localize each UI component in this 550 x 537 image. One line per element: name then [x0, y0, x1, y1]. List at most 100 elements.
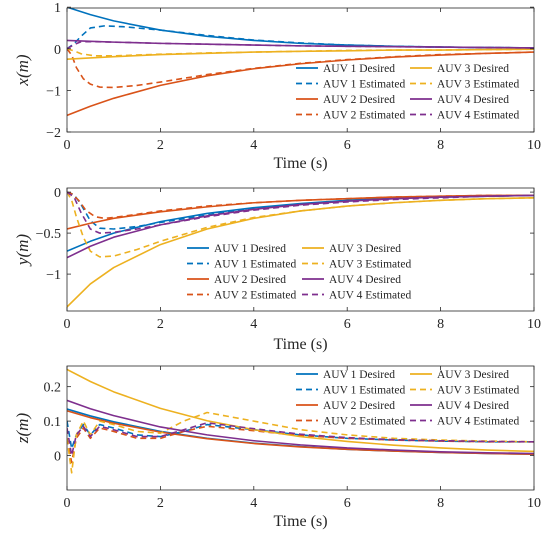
- legend-label: AUV 3 Estimated: [437, 385, 519, 397]
- x-tick-label: 2: [157, 317, 164, 332]
- x-tick-label: 4: [250, 138, 257, 153]
- legend-item-auv-1-desired: AUV 1 Desired: [187, 243, 286, 255]
- x-tick-label: 10: [527, 317, 541, 332]
- legend-label: AUV 3 Estimated: [329, 259, 411, 271]
- legend-item-auv-3-estimated: AUV 3 Estimated: [302, 259, 411, 271]
- legend-item-auv-3-estimated: AUV 3 Estimated: [410, 385, 519, 397]
- x-axis-label: Time (s): [273, 155, 327, 172]
- x-tick-label: 10: [527, 138, 541, 153]
- legend-item-auv-1-desired: AUV 1 Desired: [296, 63, 395, 75]
- legend-item-auv-2-desired: AUV 2 Desired: [296, 400, 395, 412]
- legend-item-auv-4-estimated: AUV 4 Estimated: [410, 110, 519, 122]
- series-line-auv-1-estimated: [67, 25, 534, 50]
- y-tick-label: −2: [46, 126, 61, 141]
- x-tick-label: 0: [64, 317, 71, 332]
- legend-label: AUV 3 Estimated: [437, 79, 519, 91]
- legend-label: AUV 1 Desired: [323, 63, 395, 75]
- series-line-auv-1-estimated: [67, 191, 534, 230]
- series-line-auv-3-estimated: [67, 48, 534, 57]
- legend: AUV 1 Desired AUV 3 Desired AUV 1 Estimate…: [296, 369, 519, 428]
- legend-label: AUV 4 Desired: [329, 274, 401, 286]
- x-tick-label: 10: [527, 496, 541, 511]
- legend-label: AUV 1 Estimated: [323, 79, 405, 91]
- series-line-auv-2-estimated: [67, 48, 534, 89]
- x-tick-label: 6: [344, 138, 351, 153]
- legend-label: AUV 1 Estimated: [214, 259, 296, 271]
- x-tick-label: 2: [157, 138, 164, 153]
- legend-item-auv-3-desired: AUV 3 Desired: [302, 243, 401, 255]
- legend: AUV 1 Desired AUV 3 Desired AUV 1 Estimate…: [296, 63, 519, 122]
- series-line-auv-3-estimated: [67, 411, 534, 474]
- y-tick-label: 0.2: [44, 381, 62, 396]
- series-group: [67, 368, 534, 474]
- legend-item-auv-3-estimated: AUV 3 Estimated: [410, 79, 519, 91]
- y-tick-label: 0.1: [44, 415, 62, 430]
- legend-label: AUV 2 Desired: [323, 94, 395, 106]
- legend-label: AUV 1 Estimated: [323, 385, 405, 397]
- series-line-auv-4-desired: [67, 39, 534, 49]
- legend-label: AUV 1 Desired: [323, 369, 395, 381]
- y-tick-label: 0: [54, 450, 61, 465]
- y-axis-label: z(m): [13, 413, 32, 445]
- series-group: [67, 191, 534, 308]
- legend-label: AUV 4 Desired: [437, 94, 509, 106]
- legend-item-auv-3-desired: AUV 3 Desired: [410, 369, 509, 381]
- legend-item-auv-2-estimated: AUV 2 Estimated: [296, 416, 405, 428]
- x-tick-label: 6: [344, 317, 351, 332]
- x-axis-label: Time (s): [273, 336, 327, 353]
- legend-item-auv-4-desired: AUV 4 Desired: [410, 94, 509, 106]
- legend-item-auv-1-estimated: AUV 1 Estimated: [296, 385, 405, 397]
- x-tick-label: 8: [437, 496, 444, 511]
- legend-label: AUV 3 Desired: [437, 369, 509, 381]
- y-tick-label: −1: [46, 268, 61, 283]
- series-group: [67, 8, 534, 117]
- legend-label: AUV 2 Desired: [323, 400, 395, 412]
- legend-item-auv-4-estimated: AUV 4 Estimated: [410, 416, 519, 428]
- x-tick-label: 4: [250, 496, 257, 511]
- series-line-auv-4-estimated: [67, 191, 534, 234]
- legend-label: AUV 4 Estimated: [437, 416, 519, 428]
- x-tick-label: 0: [64, 496, 71, 511]
- y-axis-label: y(m): [13, 234, 32, 267]
- legend-label: AUV 2 Desired: [214, 274, 286, 286]
- y-tick-label: −1: [46, 84, 61, 99]
- legend-item-auv-1-estimated: AUV 1 Estimated: [187, 259, 296, 271]
- legend-item-auv-2-estimated: AUV 2 Estimated: [187, 290, 296, 302]
- legend-label: AUV 2 Estimated: [323, 110, 405, 122]
- series-line-auv-4-desired: [67, 399, 534, 455]
- y-tick-label: 1: [54, 1, 61, 16]
- legend-label: AUV 4 Desired: [437, 400, 509, 412]
- series-line-auv-3-desired: [67, 197, 534, 308]
- series-line-auv-3-desired: [67, 368, 534, 453]
- legend-label: AUV 2 Estimated: [323, 416, 405, 428]
- legend-item-auv-4-estimated: AUV 4 Estimated: [302, 290, 411, 302]
- legend-item-auv-2-estimated: AUV 2 Estimated: [296, 110, 405, 122]
- y-axis-label: x(m): [13, 54, 32, 86]
- legend: AUV 1 Desired AUV 3 Desired AUV 1 Estimate…: [187, 243, 411, 302]
- legend-item-auv-1-desired: AUV 1 Desired: [296, 369, 395, 381]
- legend-item-auv-2-desired: AUV 2 Desired: [187, 274, 286, 286]
- legend-item-auv-1-estimated: AUV 1 Estimated: [296, 79, 405, 91]
- plot-frame: [66, 365, 535, 491]
- series-line-auv-2-estimated: [67, 191, 534, 220]
- y-tick-label: 0: [54, 43, 61, 58]
- y-tick-label: −0.5: [36, 227, 61, 242]
- legend-label: AUV 4 Estimated: [437, 110, 519, 122]
- series-line-auv-1-desired: [67, 8, 534, 49]
- x-tick-label: 8: [437, 138, 444, 153]
- y-tick-label: 0: [54, 186, 61, 201]
- legend-label: AUV 3 Desired: [329, 243, 401, 255]
- legend-label: AUV 4 Estimated: [329, 290, 411, 302]
- x-tick-label: 0: [64, 138, 71, 153]
- x-tick-label: 8: [437, 317, 444, 332]
- legend-label: AUV 3 Desired: [437, 63, 509, 75]
- legend-label: AUV 2 Estimated: [214, 290, 296, 302]
- legend-label: AUV 1 Desired: [214, 243, 286, 255]
- x-tick-label: 6: [344, 496, 351, 511]
- series-line-auv-3-estimated: [67, 191, 534, 258]
- legend-item-auv-4-desired: AUV 4 Desired: [302, 274, 401, 286]
